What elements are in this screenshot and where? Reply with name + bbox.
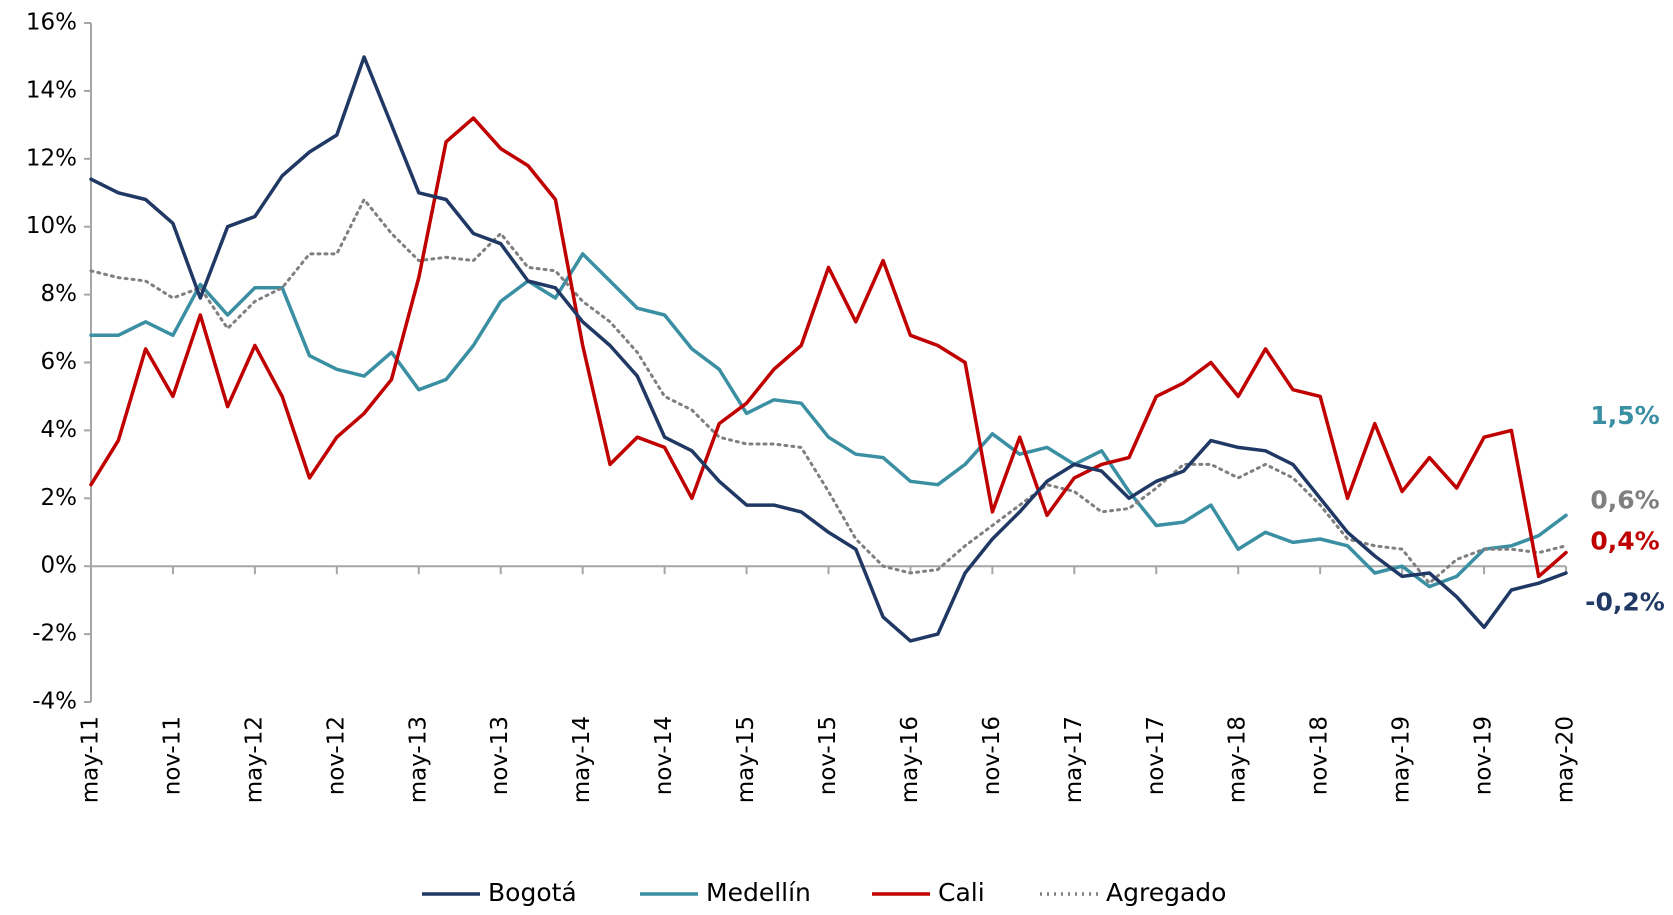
y-tick-label: 10% [26, 213, 77, 239]
x-tick-label: may-20 [1553, 716, 1579, 803]
x-tick-label: may-18 [1225, 716, 1251, 803]
y-tick-label: 16% [26, 10, 77, 36]
legend-label: Agregado [1106, 878, 1226, 907]
y-tick-label: 2% [41, 485, 78, 511]
y-tick-label: 0% [41, 553, 78, 579]
x-tick-label: nov-13 [487, 716, 513, 795]
end-label: 1,5% [1590, 401, 1659, 430]
series-line [89, 116, 1568, 579]
x-tick-label: nov-15 [815, 716, 841, 795]
y-tick-label: 8% [41, 281, 78, 307]
x-tick-label: may-14 [569, 716, 595, 803]
series-line [89, 55, 1568, 643]
y-tick-label: -4% [32, 689, 77, 715]
legend-label: Cali [938, 878, 985, 907]
x-tick-label: nov-18 [1307, 716, 1333, 795]
y-tick-label: 6% [41, 349, 78, 375]
y-tick-label: 12% [26, 145, 77, 171]
series-line [89, 252, 1568, 589]
x-tick-label: nov-17 [1143, 716, 1169, 795]
x-tick-label: may-11 [78, 716, 104, 803]
y-tick-label: -2% [32, 621, 77, 647]
x-tick-label: nov-16 [979, 716, 1005, 795]
legend-label: Medellín [706, 878, 811, 907]
x-tick-label: may-16 [897, 716, 923, 803]
x-tick-label: may-17 [1061, 716, 1087, 803]
end-label: 0,4% [1590, 526, 1659, 555]
x-tick-label: nov-12 [323, 716, 349, 795]
y-tick-label: 14% [26, 77, 77, 103]
x-tick-label: nov-11 [159, 716, 185, 795]
end-label: 0,6% [1590, 486, 1659, 515]
x-tick-label: may-15 [733, 716, 759, 803]
x-tick-label: nov-19 [1471, 716, 1497, 795]
x-tick-label: may-19 [1389, 716, 1415, 803]
y-tick-label: 4% [41, 417, 78, 443]
x-tick-label: may-13 [405, 716, 431, 803]
x-tick-label: may-12 [241, 716, 267, 803]
x-tick-label: nov-14 [651, 716, 677, 795]
legend-label: Bogotá [488, 878, 577, 907]
series-line [89, 198, 1568, 585]
end-label: -0,2% [1585, 588, 1665, 617]
